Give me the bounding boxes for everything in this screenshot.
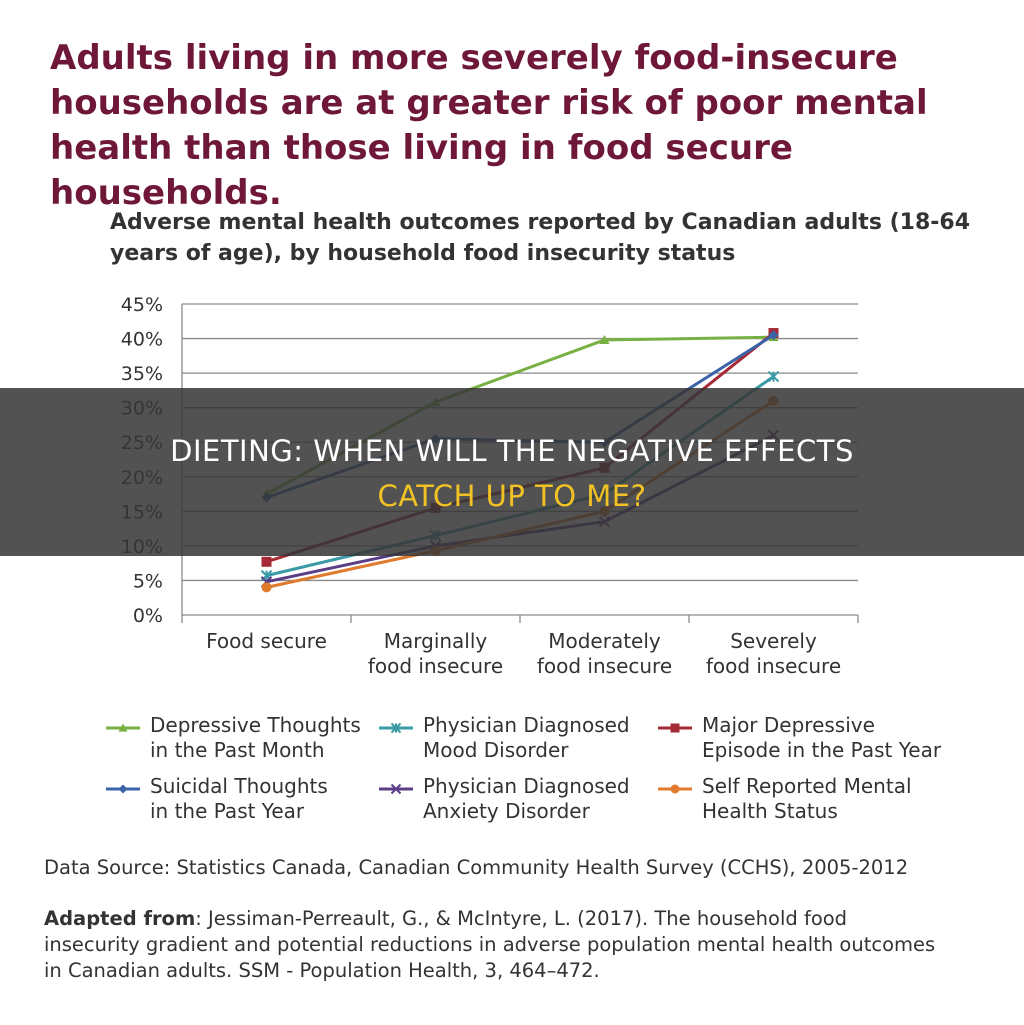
legend-label: Depressive Thoughts in the Past Month <box>150 713 361 762</box>
data-point <box>390 722 402 734</box>
legend-label: Physician Diagnosed Anxiety Disorder <box>423 774 630 823</box>
x-tick-label: Marginally <box>384 629 488 653</box>
data-point <box>118 784 128 794</box>
x-tick-label: Moderately <box>548 629 661 653</box>
data-point <box>768 330 779 341</box>
x-tick-label: Severely <box>730 629 817 653</box>
legend-label: Physician Diagnosed Mood Disorder <box>423 713 630 762</box>
data-point <box>767 370 780 383</box>
data-point <box>670 784 680 794</box>
banner-title-line-2: CATCH UP TO ME? <box>377 479 647 513</box>
headline: Adults living in more severely food-inse… <box>50 38 928 213</box>
citation-label: Adapted from <box>44 907 196 930</box>
legend-label: Suicidal Thoughts in the Past Year <box>150 774 328 823</box>
title-banner <box>0 388 1024 556</box>
data-point <box>261 556 272 567</box>
citation-text: : Jessiman-Perreault, G., & McIntyre, L.… <box>44 907 936 982</box>
x-tick-label: food insecure <box>706 654 841 678</box>
y-tick-label: 45% <box>121 294 163 316</box>
legend-label: Self Reported Mental Health Status <box>702 774 912 823</box>
y-tick-label: 5% <box>133 570 163 592</box>
x-tick-label: food insecure <box>537 654 672 678</box>
data-point <box>670 723 680 733</box>
data-point <box>599 334 610 344</box>
x-tick-label: Food secure <box>206 629 327 653</box>
y-tick-label: 0% <box>133 605 163 627</box>
data-point <box>118 723 128 732</box>
citation: Adapted from: Jessiman-Perreault, G., & … <box>44 906 944 984</box>
data-point <box>261 582 272 593</box>
data-point <box>390 783 402 795</box>
chart-title: Adverse mental health outcomes reported … <box>110 210 970 266</box>
legend-label: Major Depressive Episode in the Past Year <box>702 713 942 762</box>
y-tick-label: 40% <box>121 329 163 351</box>
banner-title-line-1: DIETING: WHEN WILL THE NEGATIVE EFFECTS <box>170 434 854 468</box>
x-tick-label: food insecure <box>368 654 503 678</box>
y-tick-label: 35% <box>121 363 163 385</box>
data-source: Data Source: Statistics Canada, Canadian… <box>44 856 909 879</box>
